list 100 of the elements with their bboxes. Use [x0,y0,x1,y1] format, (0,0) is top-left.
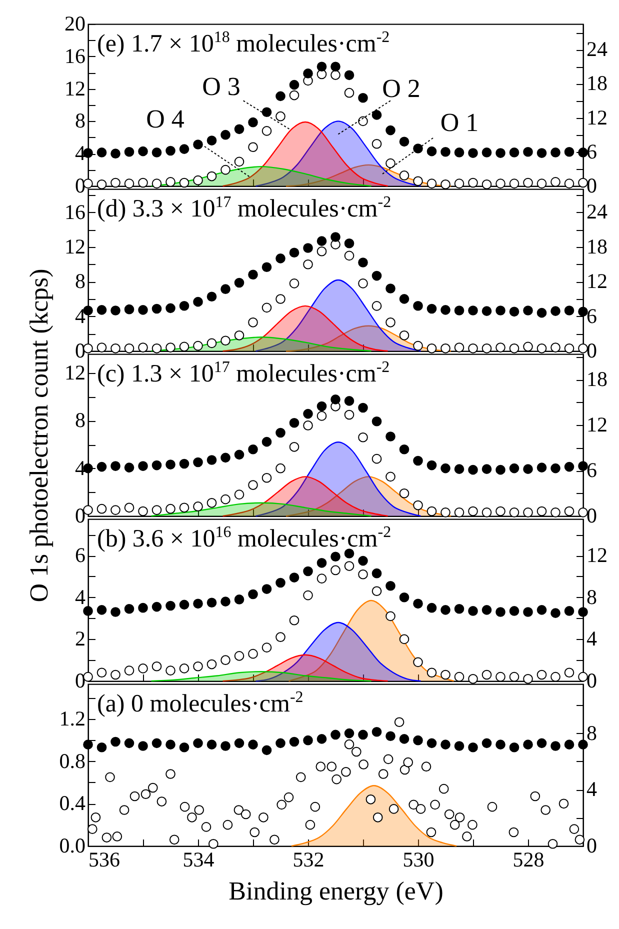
point [316,734,327,744]
point [426,343,437,354]
point [399,136,410,147]
point [276,578,286,588]
point [96,305,107,315]
point [358,730,368,740]
point [399,444,410,454]
point [509,606,520,616]
point [303,420,313,430]
y-tick-label: 4 [75,456,86,480]
point [386,432,396,442]
point [96,179,107,190]
point [138,178,148,188]
point [124,304,134,314]
point [220,130,230,140]
point [578,306,588,317]
point [193,598,203,609]
point [372,416,382,426]
y2-tick-label: 24 [586,37,608,62]
point [372,270,382,281]
point [124,738,134,748]
point [110,607,120,617]
point [454,604,464,614]
point [578,672,588,682]
point [413,340,423,351]
point [564,343,574,354]
point [482,738,492,748]
x-tick-label: 528 [512,848,544,872]
point [523,674,533,684]
point [110,306,120,316]
point [234,278,244,288]
point [316,401,327,412]
point [578,343,588,354]
point [289,736,300,747]
point [193,457,203,468]
point [536,605,547,615]
point [303,68,313,78]
y2-tick-label: 12 [586,412,608,437]
point [550,608,560,618]
point [523,178,533,188]
point [454,741,464,751]
point [496,306,506,316]
point [220,336,230,346]
point [482,306,492,316]
point [372,568,382,578]
point [578,607,588,617]
point [344,238,354,248]
point [179,600,190,610]
point [344,396,354,406]
y-tick-label: 2 [75,626,86,651]
point [248,117,258,128]
point [509,463,520,474]
chart-title: (c) 1.3 × 10$^{17}$ molecules·cm$^{-2}$ [97,359,390,388]
point [468,606,478,616]
point [426,602,437,613]
point [358,556,368,566]
point [316,558,327,568]
point [454,306,464,316]
point [454,464,464,474]
y-tick-label: 0.8 [59,748,86,773]
y-tick-label: 12 [64,360,86,385]
y2-tick-label: 8 [586,720,597,745]
point [330,62,340,72]
point [426,146,437,156]
point [372,110,382,120]
point [138,602,148,613]
x-tick-label: 536 [88,848,120,872]
point [440,179,450,190]
point [426,506,437,516]
point [316,62,327,72]
point [399,592,410,602]
point [426,460,437,470]
point [152,304,162,314]
point [509,343,520,354]
point [536,308,547,318]
point [440,343,450,354]
y2-tick-label: 24 [586,200,608,224]
point [262,436,272,447]
point [206,455,217,465]
point [152,460,162,470]
point [413,500,423,510]
point [166,342,176,352]
point [289,418,300,428]
series-label: O 4 [146,104,184,134]
point [83,606,93,616]
point [509,742,520,752]
point [166,740,176,750]
point [124,343,134,354]
point [372,726,382,737]
point [496,178,506,188]
y-tick-label: 12 [64,234,86,259]
point [248,444,258,454]
point [413,300,423,311]
y2-tick-label: 6 [586,139,597,164]
point [234,450,244,460]
chart-title: (b) 3.6 × 10$^{16}$ molecules·cm$^{-2}$ [97,524,392,552]
point [344,70,354,80]
y-tick-label: 0 [75,504,86,528]
point [166,600,176,611]
y2-tick-label: 4 [586,777,598,802]
